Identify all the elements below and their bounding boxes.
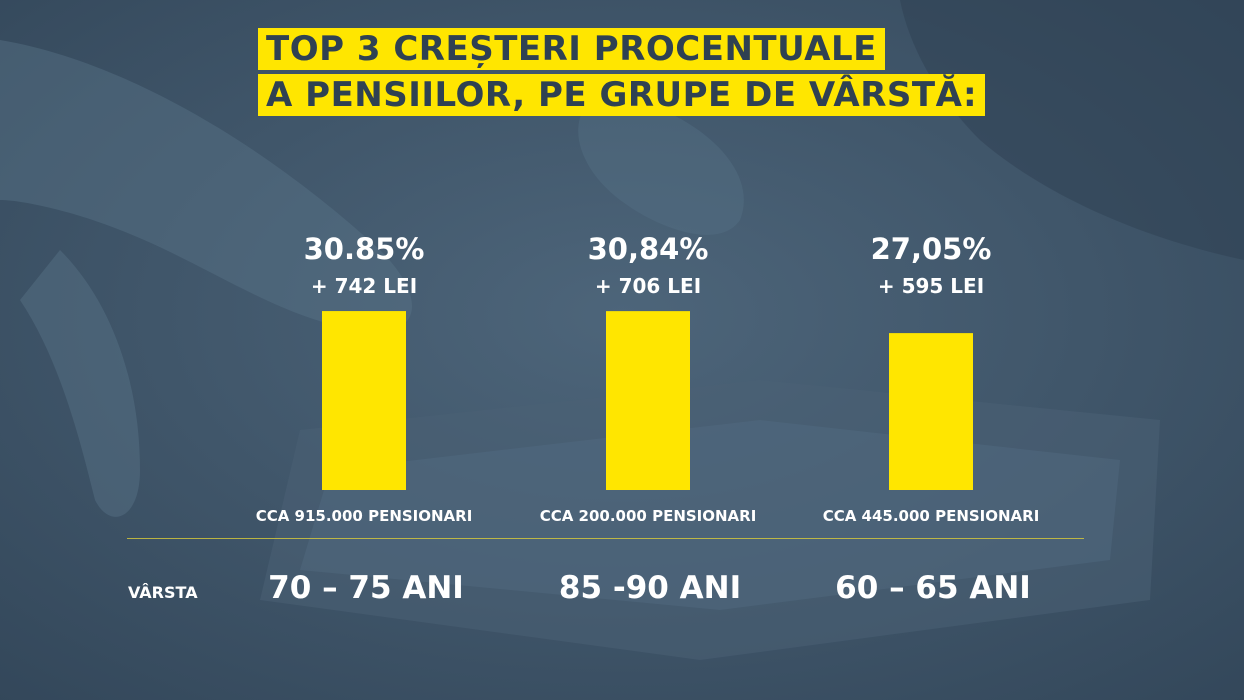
pensioner-count-label-3: CCA 445.000 PENSIONARI: [823, 507, 1040, 525]
bar-value-label-2: 30,84%: [588, 232, 709, 266]
pensioner-count-label-1: CCA 915.000 PENSIONARI: [256, 507, 473, 525]
title-line-1: TOP 3 CREȘTERI PROCENTUALE: [258, 28, 885, 70]
bar-1: [322, 311, 406, 490]
title-line-2: A PENSIILOR, PE GRUPE DE VÂRSTĂ:: [258, 74, 986, 116]
bar-3: [889, 333, 973, 490]
pensioner-count-label-2: CCA 200.000 PENSIONARI: [540, 507, 757, 525]
bar-value-label-3: 27,05%: [871, 232, 992, 266]
age-row-label: VÂRSTA: [128, 583, 198, 602]
increase-label-2: + 706 LEI: [595, 274, 701, 298]
age-group-label-3: 60 – 65 ANI: [835, 570, 1031, 606]
age-group-label-2: 85 -90 ANI: [558, 570, 742, 606]
increase-label-3: + 595 LEI: [878, 274, 984, 298]
age-group-label-1: 70 – 75 ANI: [268, 570, 464, 606]
increase-label-1: + 742 LEI: [311, 274, 417, 298]
bar-value-label-1: 30.85%: [304, 232, 425, 266]
divider-line: [127, 538, 1084, 539]
bar-2: [606, 311, 690, 490]
